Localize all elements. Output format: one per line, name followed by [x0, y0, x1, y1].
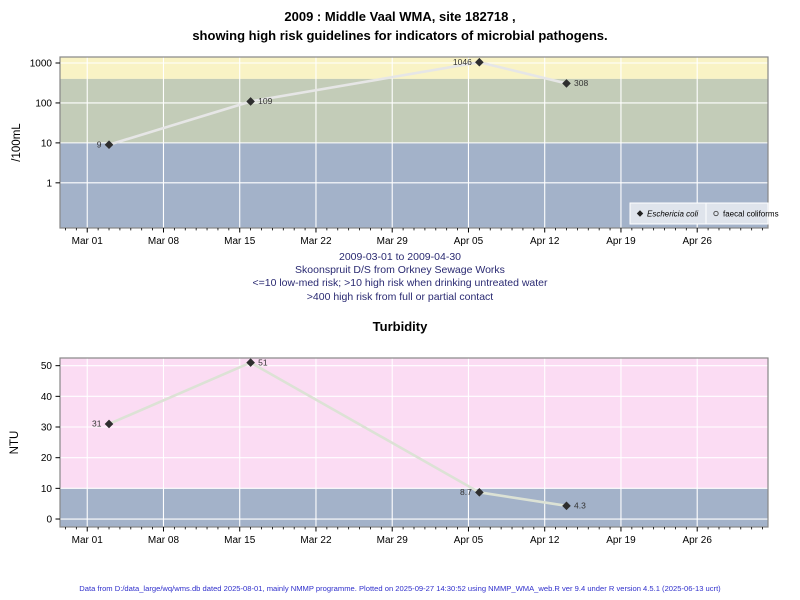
- turbidity-chart-title: Turbidity: [372, 319, 428, 334]
- x-tick-label: Mar 22: [300, 535, 332, 546]
- x-tick-label: Mar 15: [224, 535, 256, 546]
- y-tick-label: 10: [41, 138, 53, 149]
- data-point-label: 1046: [453, 57, 472, 67]
- turbidity-chart: 31 51 8.7 4.3 Mar 01 Mar 08 Mar 15 Mar 22 Mar 29…: [9, 357, 769, 546]
- y-axis-title: /100mL: [11, 123, 23, 162]
- y-tick-label: 40: [41, 392, 53, 403]
- x-tick-label: Apr 19: [606, 535, 636, 546]
- footer-note: Data from D:/data_large/wq/wms.db dated …: [79, 584, 721, 593]
- y-tick-label: 20: [41, 453, 53, 464]
- title-line-2: showing high risk guidelines for indicat…: [192, 28, 608, 43]
- x-tick-label: Apr 05: [454, 236, 484, 247]
- x-tick-label: Mar 08: [148, 236, 180, 247]
- chart-main-title: 2009 : Middle Vaal WMA, site 182718 , sh…: [0, 7, 800, 45]
- subtitle-site-name: Skoonspruit D/S from Orkney Sewage Works: [295, 264, 505, 277]
- x-tick-label: Apr 12: [530, 236, 560, 247]
- filled-diamond-icon: [636, 210, 644, 217]
- y-tick-label: 50: [41, 361, 53, 372]
- data-point-label: 9: [97, 140, 102, 150]
- y-tick-label: 0: [46, 515, 52, 526]
- subtitle-risk-note-2: >400 high risk from full or partial cont…: [306, 290, 494, 303]
- risk-band: [60, 78, 768, 143]
- data-point-label: 4.3: [574, 501, 586, 511]
- legend-label: Eschericia coli: [647, 209, 698, 218]
- data-point-label: 308: [574, 78, 588, 88]
- data-point: [246, 97, 255, 106]
- data-point-label: 8.7: [460, 487, 472, 497]
- y-tick-label: 30: [41, 423, 53, 434]
- risk-band: [60, 488, 768, 527]
- x-tick-label: Apr 19: [606, 236, 636, 247]
- x-tick-label: Mar 29: [377, 236, 409, 247]
- x-tick-label: Apr 26: [682, 535, 712, 546]
- data-point-label: 31: [92, 419, 102, 429]
- x-tick-label: Apr 26: [682, 236, 712, 247]
- legend-box: [705, 202, 769, 225]
- data-point: [475, 488, 484, 497]
- data-point-label: 109: [258, 96, 272, 106]
- legend-label: faecal coliforms: [723, 209, 779, 218]
- y-tick-label: 10: [41, 484, 53, 495]
- x-tick-label: Mar 29: [377, 535, 409, 546]
- chart-subtitle: 2009-03-01 to 2009-04-30 Skoonspruit D/S…: [0, 251, 800, 304]
- data-point: [475, 57, 484, 67]
- y-tick-label: 1000: [30, 58, 53, 69]
- subtitle-date-range: 2009-03-01 to 2009-04-30: [338, 251, 461, 263]
- x-tick-label: Mar 01: [72, 535, 104, 546]
- title-line-1: 2009 : Middle Vaal WMA, site 182718 ,: [284, 9, 516, 24]
- data-point: [104, 140, 114, 150]
- x-tick-label: Apr 12: [530, 535, 560, 546]
- x-tick-label: Mar 08: [148, 535, 180, 546]
- x-tick-label: Mar 01: [72, 236, 104, 247]
- y-tick-label: 100: [35, 98, 52, 109]
- x-tick-label: Apr 05: [454, 535, 484, 546]
- x-tick-label: Mar 22: [300, 236, 332, 247]
- series-line: [108, 60, 567, 146]
- series-line: [108, 361, 567, 508]
- subtitle-risk-note-1: <=10 low-med risk; >10 high risk when dr…: [252, 277, 548, 290]
- data-point: [562, 79, 571, 88]
- open-circle-icon: [713, 210, 719, 217]
- y-tick-label: 1: [46, 178, 52, 189]
- x-tick-label: Mar 15: [224, 236, 256, 247]
- data-point-label: 51: [258, 357, 268, 367]
- microbial-pathogens-chart: 9 109 1046 308 Mar 01 Mar 08 Mar 15 Mar 22 Mar 2…: [11, 56, 779, 247]
- y-axis-title: NTU: [9, 431, 21, 455]
- risk-band: [60, 57, 768, 79]
- data-point: [562, 501, 571, 511]
- risk-band: [60, 358, 768, 489]
